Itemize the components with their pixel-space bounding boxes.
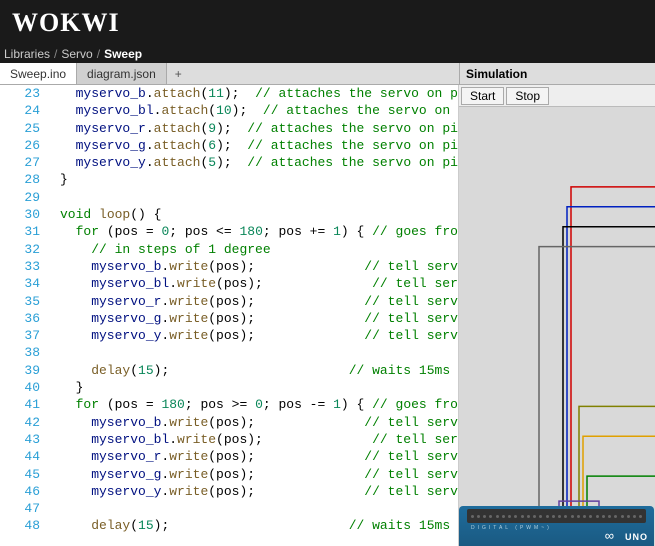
code-line[interactable]: myservo_g.attach(6); // attaches the ser… (60, 137, 458, 154)
board-pin (483, 515, 486, 518)
board-infinity-icon: ∞ (605, 528, 614, 543)
breadcrumb-item[interactable]: Servo (61, 47, 92, 61)
breadcrumb-sep: / (54, 47, 57, 61)
board-pin (527, 515, 530, 518)
board-pin (621, 515, 624, 518)
board-pin (564, 515, 567, 518)
gutter: 2324252627282930313233343536373839404142… (0, 85, 50, 154)
board-pin (514, 515, 517, 518)
board-pin (589, 515, 592, 518)
board-pin (502, 515, 505, 518)
line-number: 26 (0, 137, 40, 154)
board-pin (508, 515, 511, 518)
board-pin (496, 515, 499, 518)
board-pin (571, 515, 574, 518)
board-pin (539, 515, 542, 518)
stop-button[interactable]: Stop (506, 87, 549, 105)
top-bar: WOKWI (0, 0, 655, 45)
simulation-toolbar: Start Stop (459, 85, 655, 107)
board-pin (602, 515, 605, 518)
board-pin (608, 515, 611, 518)
board-pin (614, 515, 617, 518)
board-pin (552, 515, 555, 518)
wires (459, 107, 655, 546)
board-pin (639, 515, 642, 518)
code-line[interactable]: myservo_b.attach(11); // attaches the se… (60, 85, 458, 102)
simulation-header: Simulation (459, 63, 655, 84)
board-pin (583, 515, 586, 518)
breadcrumb-item[interactable]: Libraries (4, 47, 50, 61)
tab-add[interactable]: + (167, 63, 190, 84)
board-pin-strip (467, 509, 646, 523)
code-line[interactable]: myservo_r.attach(9); // attaches the ser… (60, 120, 458, 137)
logo[interactable]: WOKWI (12, 8, 120, 38)
breadcrumb-item[interactable]: Sweep (104, 47, 142, 61)
arduino-board[interactable]: DIGITAL (PWM~) ∞ UNO (459, 506, 654, 546)
start-button[interactable]: Start (461, 87, 504, 105)
editor-tabs: Sweep.ino diagram.json + (0, 63, 459, 84)
code-line[interactable]: myservo_bl.attach(10); // attaches the s… (60, 102, 458, 119)
line-number: 25 (0, 120, 40, 137)
board-pin (577, 515, 580, 518)
editor-pane[interactable]: 2324252627282930313233343536373839404142… (0, 85, 459, 546)
board-pin (627, 515, 630, 518)
board-label: UNO (625, 532, 648, 542)
breadcrumb-sep: / (97, 47, 100, 61)
breadcrumb: Libraries / Servo / Sweep (0, 45, 655, 63)
line-number: 23 (0, 85, 40, 102)
line-number: 24 (0, 102, 40, 119)
board-pin (521, 515, 524, 518)
board-pin (477, 515, 480, 518)
code-area[interactable]: 2324252627282930313233343536373839404142… (0, 85, 458, 154)
board-pin (471, 515, 474, 518)
tab-sweep-ino[interactable]: Sweep.ino (0, 63, 77, 84)
board-pin (546, 515, 549, 518)
board-pin (558, 515, 561, 518)
board-pin (633, 515, 636, 518)
tabs-row: Sweep.ino diagram.json + Simulation (0, 63, 655, 85)
board-pin (489, 515, 492, 518)
board-pin-labels: DIGITAL (PWM~) (471, 525, 552, 531)
simulation-canvas[interactable]: DIGITAL (PWM~) ∞ UNO (459, 107, 655, 546)
main: 2324252627282930313233343536373839404142… (0, 85, 655, 546)
board-pin (596, 515, 599, 518)
tab-diagram-json[interactable]: diagram.json (77, 63, 167, 84)
simulation-pane: Start Stop DIGITAL (PWM~) ∞ UNO (459, 85, 655, 546)
code-lines[interactable]: myservo_b.attach(11); // attaches the se… (60, 85, 458, 154)
board-pin (533, 515, 536, 518)
